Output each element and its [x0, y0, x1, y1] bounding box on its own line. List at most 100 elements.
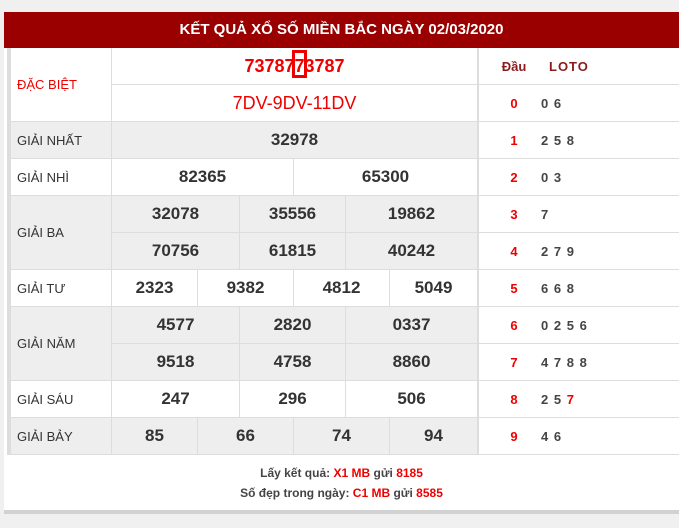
prize-number: 85 [112, 418, 198, 455]
prize-number: 5049 [390, 270, 478, 307]
loto-digits: 7 [541, 207, 549, 222]
loto-row: 9 4 6 [478, 418, 679, 455]
loto-digit: 8 [566, 281, 575, 296]
special-prize-number: 73787 73787 [112, 48, 478, 85]
loto-row: 1 2 5 8 [478, 122, 679, 159]
prize-number: 65300 [294, 159, 478, 196]
prize-number: 82365 [112, 159, 294, 196]
prize-number: 61815 [240, 233, 346, 270]
prize-number: 2820 [240, 307, 346, 344]
footer-line-2: Số đẹp trong ngày: C1 MB gửi 8585 [240, 486, 443, 500]
loto-digits: 0 2 5 6 [541, 318, 588, 333]
prize-number: 0337 [346, 307, 478, 344]
dau-digit: 1 [510, 133, 518, 148]
dau-digit: 2 [510, 170, 518, 185]
prize-number: 9382 [198, 270, 294, 307]
loto-header: Đầu LOTO [478, 48, 679, 85]
prize-number: 32078 [112, 196, 240, 233]
prize-number: 296 [240, 381, 346, 418]
loto-digit: 3 [553, 170, 563, 185]
dau-digit: 9 [510, 429, 518, 444]
loto-digit: 2 [541, 133, 550, 148]
loto-digit: 6 [553, 96, 563, 111]
prize-number: 2323 [112, 270, 198, 307]
loto-row: 4 2 7 9 [478, 233, 679, 270]
prize-number: 94 [390, 418, 478, 455]
loto-digit: 2 [541, 392, 550, 407]
prize-number: 66 [198, 418, 294, 455]
loto-digit: 7 [566, 392, 575, 407]
loto-digits: 2 7 9 [541, 244, 575, 259]
prize-label: GIẢI BẢY [11, 418, 112, 455]
loto-digit: 6 [579, 318, 588, 333]
loto-digit: 6 [541, 281, 550, 296]
highlight-box [291, 49, 307, 78]
prize-label: GIẢI NHẤT [11, 122, 112, 159]
loto-digits: 2 5 8 [541, 133, 575, 148]
prize-number: 4577 [112, 307, 240, 344]
loto-digit: 0 [541, 170, 550, 185]
loto-digit: 4 [541, 355, 550, 370]
loto-digit: 2 [541, 244, 550, 259]
special-prize-code: 7DV-9DV-11DV [112, 85, 478, 122]
loto-digits: 6 6 8 [541, 281, 575, 296]
loto-digits: 4 6 [541, 429, 562, 444]
prize-number: 8860 [346, 344, 478, 381]
prize-number: 70756 [112, 233, 240, 270]
divider [7, 48, 11, 455]
prize-label: GIẢI NHÌ [11, 159, 112, 196]
page-title: KẾT QUẢ XỔ SỐ MIỀN BẮC NGÀY 02/03/2020 [4, 12, 679, 48]
prize-label: GIẢI SÁU [11, 381, 112, 418]
prize-number: 9518 [112, 344, 240, 381]
dau-digit: 8 [510, 392, 518, 407]
special-prize-value: 73787 [291, 49, 345, 78]
prize-label: GIẢI TƯ [11, 270, 112, 307]
loto-digit: 5 [553, 133, 563, 148]
loto-digit: 0 [541, 96, 550, 111]
loto-digit: 8 [566, 355, 575, 370]
loto-digit: 2 [553, 318, 563, 333]
loto-digit: 7 [541, 207, 550, 222]
prize-number: 19862 [346, 196, 478, 233]
loto-row: 8 2 5 7 [478, 381, 679, 418]
dau-digit: 0 [510, 96, 518, 111]
dau-digit: 6 [510, 318, 518, 333]
dau-digit: 5 [510, 281, 518, 296]
loto-digit: 4 [541, 429, 550, 444]
dau-digit: 4 [510, 244, 518, 259]
prize-number: 40242 [346, 233, 478, 270]
loto-digit: 8 [579, 355, 588, 370]
dau-digit: 3 [510, 207, 518, 222]
loto-digits: 0 6 [541, 96, 562, 111]
loto-row: 5 6 6 8 [478, 270, 679, 307]
footer-line-1: Lấy kết quả: X1 MB gửi 8185 [260, 466, 423, 480]
loto-row: 2 0 3 [478, 159, 679, 196]
loto-digit: 6 [553, 429, 563, 444]
results-panel: KẾT QUẢ XỔ SỐ MIỀN BẮC NGÀY 02/03/2020 Đ… [4, 12, 679, 514]
prize-label: GIẢI NĂM [11, 307, 112, 381]
loto-digit: 8 [566, 133, 575, 148]
loto-digit: 6 [553, 281, 563, 296]
prize-label: ĐẶC BIỆT [11, 48, 112, 122]
loto-digit: 7 [553, 244, 563, 259]
prize-number: 32978 [112, 122, 478, 159]
loto-digit: 7 [553, 355, 563, 370]
footer: Lấy kết quả: X1 MB gửi 8185 Số đẹp trong… [4, 455, 679, 503]
prize-number: 74 [294, 418, 390, 455]
dau-digit: 7 [510, 355, 518, 370]
loto-digit: 9 [566, 244, 575, 259]
loto-digits: 0 3 [541, 170, 562, 185]
loto-digit: 0 [541, 318, 550, 333]
dau-header: Đầu [501, 59, 527, 74]
prize-number: 4758 [240, 344, 346, 381]
prize-number: 506 [346, 381, 478, 418]
prize-number: 35556 [240, 196, 346, 233]
loto-digits: 4 7 8 8 [541, 355, 588, 370]
prize-number: 4812 [294, 270, 390, 307]
loto-digits: 2 5 7 [541, 392, 575, 407]
prize-number: 247 [112, 381, 240, 418]
